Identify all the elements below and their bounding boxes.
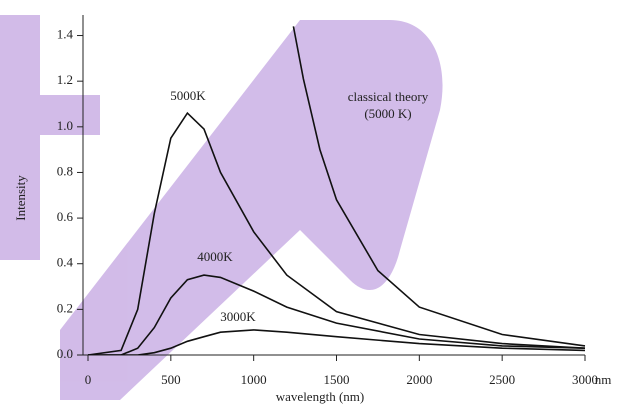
y-tick-label: 0.4 (57, 255, 74, 270)
y-tick-label: 0.6 (57, 209, 74, 224)
x-tick-label: 1500 (324, 372, 350, 387)
y-tick-label: 1.0 (57, 118, 73, 133)
y-tick-label: 0.0 (57, 346, 73, 361)
x-tick-label: 2000 (406, 372, 432, 387)
y-axis-label: Intensity (13, 175, 28, 221)
series-label: 3000K (220, 309, 256, 324)
y-tick-label: 1.2 (57, 72, 73, 87)
series-label: (5000 K) (364, 106, 411, 121)
curve (88, 329, 586, 355)
curve (87, 111, 586, 355)
y-tick-label: 0.2 (57, 300, 73, 315)
y-tick-label: 0.8 (57, 163, 73, 178)
curve (292, 26, 586, 347)
x-tick-label: 3000 (572, 372, 598, 387)
x-tick-label: 0 (85, 372, 92, 387)
watermark (0, 15, 443, 400)
x-tick-label: 2500 (489, 372, 515, 387)
curve (88, 274, 586, 355)
x-tick-label: 1000 (241, 372, 267, 387)
x-tick-label: 500 (161, 372, 181, 387)
x-unit: nm (595, 372, 612, 387)
x-axis-label: wavelength (nm) (276, 389, 364, 404)
y-tick-label: 1.4 (57, 27, 74, 42)
series-label: 4000K (197, 249, 233, 264)
series-label: 5000K (170, 88, 206, 103)
series-label: classical theory (348, 89, 429, 104)
